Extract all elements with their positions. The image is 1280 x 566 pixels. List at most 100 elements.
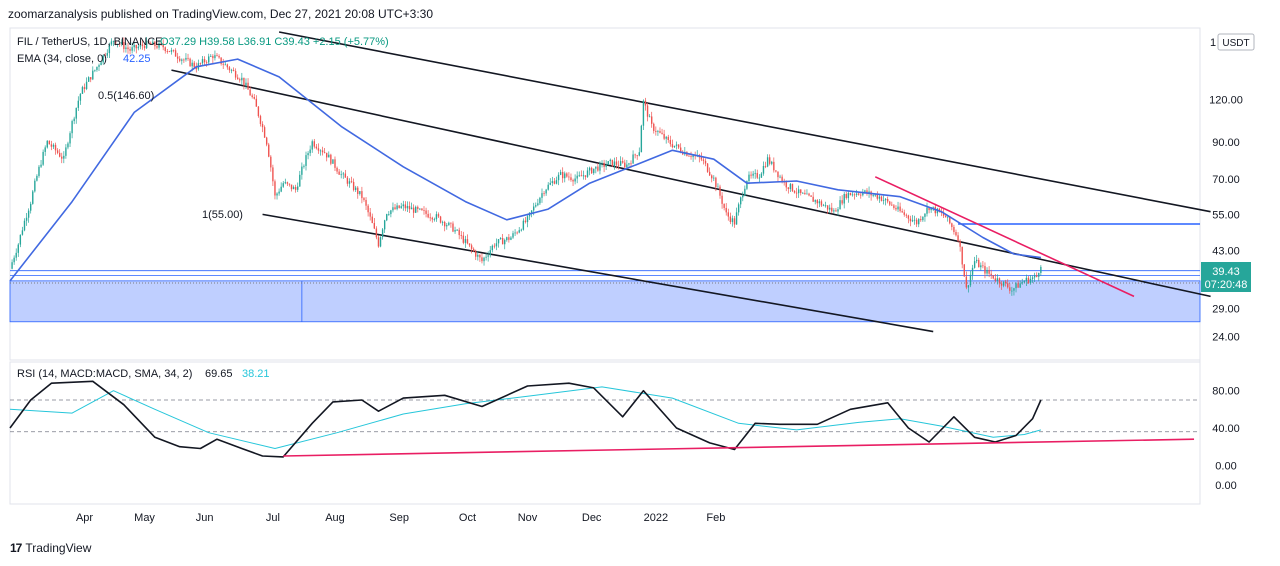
- candle-body: [553, 181, 556, 184]
- candle: [909, 215, 912, 227]
- candle-body: [464, 239, 467, 243]
- candle: [278, 188, 280, 196]
- tradingview-brand: TradingView: [25, 541, 92, 555]
- rsi-tick: 0.00: [1215, 460, 1236, 472]
- candle-body: [288, 183, 291, 185]
- candle-body: [802, 192, 804, 194]
- candle-body: [110, 41, 113, 45]
- candle: [551, 176, 554, 187]
- candle-body: [154, 41, 156, 47]
- candle: [139, 40, 142, 50]
- candle: [1021, 278, 1023, 285]
- candle: [768, 154, 771, 166]
- candle-body: [444, 221, 446, 227]
- candle-body: [719, 186, 721, 196]
- candle: [754, 169, 756, 179]
- candle-body: [984, 266, 986, 274]
- candle: [766, 154, 769, 168]
- candle: [1015, 282, 1017, 293]
- candle: [145, 37, 148, 49]
- candle-body: [547, 184, 549, 190]
- price-tick: 90.00: [1212, 137, 1240, 149]
- candle: [539, 196, 541, 206]
- candle-body: [193, 62, 195, 68]
- candle: [326, 152, 328, 162]
- candle-body: [878, 196, 881, 199]
- candle-body: [595, 166, 597, 169]
- candle-body: [475, 251, 477, 257]
- candle: [1038, 272, 1040, 282]
- candle-body: [61, 156, 63, 159]
- candle: [272, 164, 274, 186]
- candle-body: [276, 193, 278, 196]
- candle: [23, 218, 26, 232]
- candle-body: [357, 187, 359, 194]
- candle: [499, 237, 502, 240]
- candle: [965, 271, 968, 290]
- candle-body: [609, 159, 611, 162]
- candle: [831, 202, 833, 214]
- candle: [243, 77, 245, 90]
- candle-body: [986, 269, 988, 274]
- candle-body: [903, 212, 905, 215]
- candle-body: [746, 180, 748, 189]
- candle: [172, 49, 175, 53]
- candle-body: [228, 67, 231, 71]
- candle: [580, 170, 583, 177]
- candle: [711, 174, 713, 183]
- candle: [381, 227, 384, 240]
- candle: [458, 227, 460, 240]
- candle-body: [756, 172, 758, 178]
- candle-body: [568, 176, 570, 178]
- candle-body: [998, 278, 1001, 284]
- candle-body: [791, 183, 794, 191]
- candle: [216, 52, 218, 57]
- candle-body: [71, 121, 73, 134]
- candle: [102, 54, 104, 65]
- candle-body: [967, 285, 970, 288]
- candle: [123, 37, 125, 53]
- candle-body: [499, 238, 502, 240]
- candle-body: [396, 205, 398, 210]
- candle-body: [212, 56, 214, 59]
- candle-body: [760, 173, 763, 178]
- currency-badge[interactable]: USDT: [1217, 33, 1255, 51]
- candle: [479, 254, 481, 262]
- candle: [843, 192, 845, 209]
- candle-body: [164, 47, 166, 52]
- candle-body: [551, 181, 554, 183]
- candle-body: [448, 222, 450, 226]
- candle-body: [282, 183, 284, 187]
- candle-body: [305, 155, 307, 166]
- candle: [947, 216, 949, 222]
- candle-body: [622, 161, 624, 163]
- candle: [346, 176, 349, 187]
- candle: [69, 131, 71, 148]
- candle-body: [516, 232, 518, 234]
- candle-body: [518, 230, 520, 233]
- candle: [448, 221, 450, 226]
- candle: [613, 157, 616, 170]
- candle: [1025, 274, 1028, 286]
- candle-body: [354, 187, 357, 190]
- tradingview-footer[interactable]: 17 TradingView: [10, 541, 91, 555]
- candle-body: [106, 53, 108, 56]
- candle-body: [75, 107, 77, 119]
- candle: [176, 52, 179, 64]
- candle-body: [402, 204, 404, 207]
- candle-body: [326, 152, 328, 158]
- candle: [665, 135, 667, 144]
- candle: [822, 203, 825, 207]
- candle-body: [379, 237, 382, 247]
- candle-body: [559, 171, 562, 175]
- candle: [263, 125, 266, 138]
- candle: [868, 186, 870, 198]
- candle-body: [706, 163, 709, 172]
- candle: [1023, 280, 1025, 283]
- candle: [417, 205, 419, 213]
- candle: [595, 166, 597, 174]
- candle: [286, 181, 289, 187]
- candle: [1017, 280, 1019, 288]
- candle-body: [533, 206, 535, 211]
